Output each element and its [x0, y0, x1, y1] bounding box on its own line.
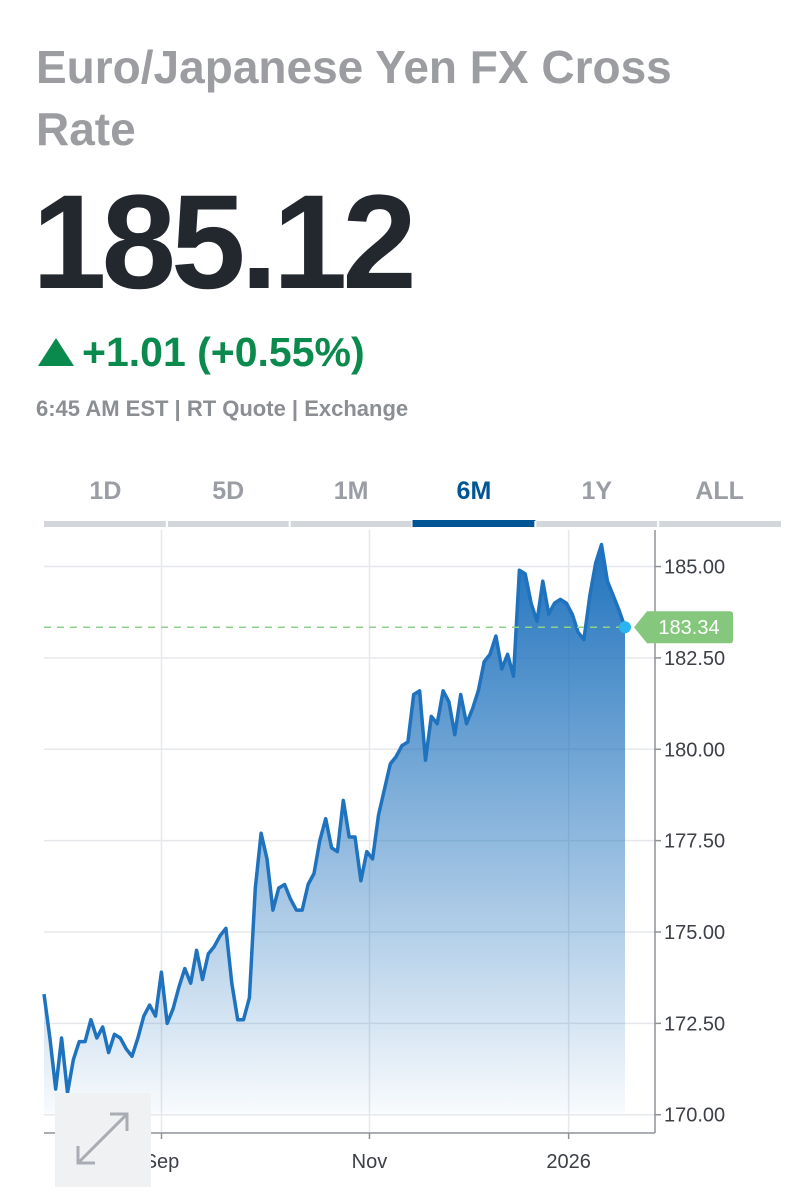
y-tick-label: 182.50 [664, 648, 725, 670]
tab[interactable]: ALL [695, 477, 744, 505]
y-tick-label: 180.00 [664, 739, 725, 761]
price: 185.12 [32, 168, 417, 317]
y-tick-label: 177.50 [664, 831, 725, 853]
tab-indicator [412, 520, 536, 527]
line [42, 542, 627, 1095]
area [44, 544, 625, 1113]
tab[interactable]: 5D [212, 477, 244, 505]
title: Euro/Japanese Yen FX Cross Rate [36, 41, 672, 155]
tab[interactable]: 1D [89, 477, 121, 505]
x-tick-label: 2026 [546, 1151, 591, 1173]
price-change: +1.01 (+0.55%) [82, 329, 365, 375]
x-tick-label: Nov [352, 1151, 388, 1173]
quote-info: 6:45 AM EST | RT Quote | Exchange [36, 396, 409, 421]
y-tick-label: 175.00 [664, 922, 725, 944]
price-tag [634, 611, 733, 644]
tab[interactable]: 1Y [581, 477, 612, 505]
up-arrow [38, 338, 74, 366]
tab[interactable]: 6M [457, 477, 492, 505]
last-point [619, 621, 631, 634]
tab[interactable]: 1M [334, 477, 369, 505]
y-tick-label: 185.00 [664, 557, 725, 579]
x-tick-label: Sep [144, 1151, 180, 1173]
price-tag-label: 183.34 [658, 617, 719, 639]
y-tick-label: 172.50 [664, 1013, 725, 1035]
expand-icon [76, 1112, 129, 1165]
y-tick-label: 170.00 [664, 1105, 725, 1127]
